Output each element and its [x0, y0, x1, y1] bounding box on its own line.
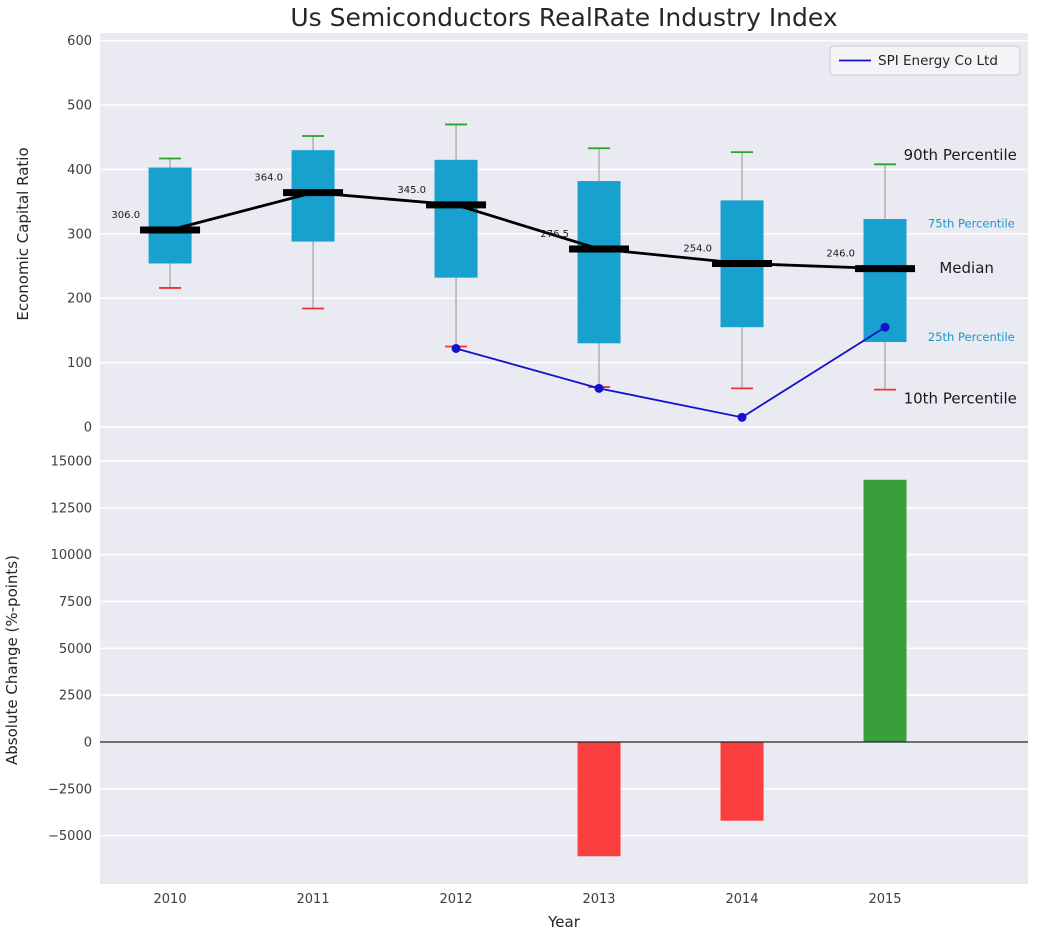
- y-tick-label-bottom: 10000: [51, 548, 92, 563]
- y-tick-label-bottom: 5000: [59, 642, 92, 657]
- legend-label: SPI Energy Co Ltd: [878, 53, 998, 69]
- median-value-label: 254.0: [683, 243, 712, 254]
- y-tick-label-top: 100: [67, 356, 92, 371]
- chart-title: Us Semiconductors RealRate Industry Inde…: [290, 3, 837, 32]
- percentile-annotation: 10th Percentile: [904, 389, 1017, 407]
- percentile-annotation: 90th Percentile: [904, 146, 1017, 164]
- median-value-label: 345.0: [397, 185, 426, 196]
- plot-background: [100, 33, 1028, 884]
- x-tick-label: 2011: [297, 892, 330, 907]
- median-value-label: 276.5: [540, 229, 569, 240]
- y-tick-label-top: 400: [67, 163, 92, 178]
- iqr-box: [577, 181, 621, 344]
- series-point: [737, 412, 747, 422]
- median-value-label: 246.0: [826, 249, 855, 260]
- iqr-box: [434, 159, 478, 278]
- series-point: [880, 322, 890, 332]
- percentile-annotation: 25th Percentile: [928, 330, 1015, 344]
- y-tick-label-top: 500: [67, 99, 92, 114]
- y-tick-label-top: 200: [67, 292, 92, 307]
- y-axis-label-top: Economic Capital Ratio: [14, 147, 32, 320]
- iqr-box: [148, 167, 192, 264]
- y-axis-label-bottom: Absolute Change (%-points): [3, 555, 21, 765]
- y-tick-label-bottom: −2500: [48, 782, 92, 797]
- percentile-annotation: Median: [939, 259, 994, 277]
- series-point: [594, 383, 604, 393]
- median-value-label: 364.0: [254, 173, 283, 184]
- legend-box: [829, 45, 1021, 76]
- median-value-label: 306.0: [111, 210, 140, 221]
- x-tick-label: 2012: [439, 892, 472, 907]
- y-tick-label-bottom: −5000: [48, 829, 92, 844]
- percentile-annotation: 75th Percentile: [928, 217, 1015, 231]
- x-tick-label: 2010: [154, 892, 187, 907]
- iqr-box: [863, 219, 907, 343]
- series-point: [451, 343, 461, 353]
- change-bar: [720, 742, 764, 821]
- x-tick-label: 2013: [582, 892, 615, 907]
- x-axis-label: Year: [547, 913, 581, 931]
- y-tick-label-bottom: 15000: [51, 455, 92, 470]
- change-bar: [577, 742, 621, 857]
- y-tick-label-top: 0: [84, 420, 92, 435]
- y-tick-label-bottom: 0: [84, 736, 92, 751]
- series-line: [455, 326, 886, 419]
- x-tick-label: 2014: [725, 892, 758, 907]
- change-bar: [863, 479, 907, 743]
- y-tick-label-bottom: 2500: [59, 689, 92, 704]
- y-tick-label-bottom: 7500: [59, 595, 92, 610]
- x-tick-label: 2015: [868, 892, 901, 907]
- y-tick-label-bottom: 12500: [51, 501, 92, 516]
- y-tick-label-top: 600: [67, 34, 92, 49]
- y-tick-label-top: 300: [67, 227, 92, 242]
